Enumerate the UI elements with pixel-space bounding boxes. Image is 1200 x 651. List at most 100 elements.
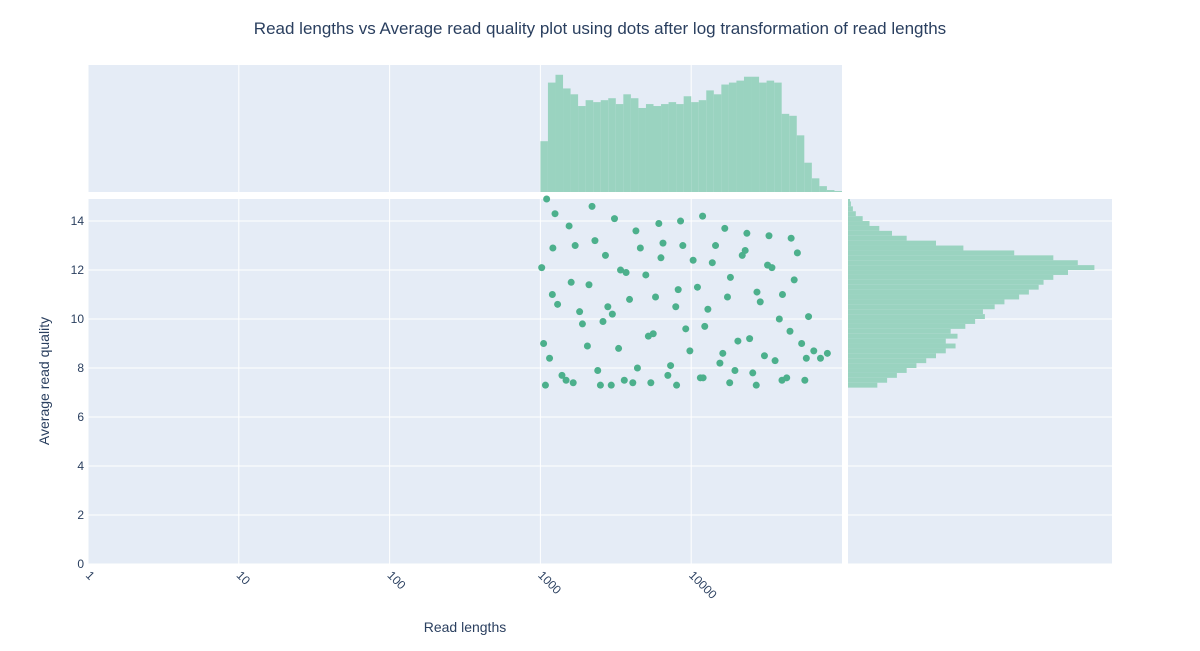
histogram-bar [848, 372, 897, 378]
histogram-bar [848, 353, 936, 359]
histogram-bar [796, 135, 805, 192]
y-tick-label: 12 [71, 263, 85, 277]
histogram-bar [848, 260, 1078, 266]
scatter-point [549, 244, 557, 252]
histogram-bar [578, 106, 586, 192]
scatter-point [548, 291, 556, 299]
histogram-bar [676, 104, 684, 192]
scatter-point [768, 264, 776, 272]
scatter-point [823, 349, 831, 357]
histogram-bar [743, 76, 752, 192]
histogram-bar [691, 102, 699, 192]
scatter-point [743, 229, 751, 237]
histogram-bar [848, 363, 917, 369]
scatter-point [583, 342, 591, 350]
histogram-bar [848, 216, 863, 222]
histogram-bar [713, 94, 722, 192]
histogram-bar [848, 255, 1054, 261]
scatter-point [693, 283, 701, 291]
scatter-point [664, 371, 672, 379]
scatter-point [540, 340, 548, 348]
histogram-bar [848, 230, 892, 236]
x-tick-label: 10000 [686, 568, 720, 602]
scatter-point [673, 381, 681, 389]
histogram-bar [848, 328, 951, 334]
histogram-bar [630, 98, 639, 192]
y-tick-label: 14 [71, 214, 85, 228]
scatter-point [679, 242, 687, 250]
scatter-point [701, 322, 709, 330]
scatter-point [647, 379, 655, 387]
y-tick-label: 4 [77, 459, 84, 473]
scatter-point [723, 293, 731, 301]
histogram-bar [848, 338, 946, 344]
scatter-point [726, 379, 734, 387]
scatter-point [642, 271, 650, 279]
scatter-point [551, 210, 559, 218]
histogram-bar [848, 250, 1015, 256]
scatter-point [726, 273, 734, 281]
histogram-bar [848, 225, 880, 231]
histogram-bar [848, 314, 985, 320]
scatter-point [686, 347, 694, 355]
histogram-bar [623, 94, 631, 192]
x-tick-label: 1 [83, 568, 98, 583]
scatter-point [721, 224, 729, 232]
histogram-bar [848, 240, 936, 246]
histogram-bar [826, 190, 835, 192]
scatter-point [775, 315, 783, 323]
scatter-point [649, 330, 657, 338]
y-tick-label: 6 [77, 410, 84, 424]
histogram-bar [848, 309, 983, 315]
scatter-point [793, 249, 801, 257]
histogram-bar [751, 76, 760, 192]
histogram-bar [848, 358, 927, 364]
scatter-point [719, 349, 727, 357]
x-tick-label: 1000 [535, 568, 564, 597]
scatter-point [594, 366, 602, 374]
histogram-bar [728, 82, 737, 192]
histogram-bar [848, 343, 956, 349]
scatter-point [599, 317, 607, 325]
histogram-bar [804, 162, 812, 192]
histogram-bar [774, 82, 782, 192]
histogram-bar [848, 206, 853, 212]
histogram-bar [848, 284, 1039, 290]
y-tick-label: 2 [77, 508, 84, 522]
histogram-bar [848, 299, 1005, 305]
scatter-point [716, 359, 724, 367]
histogram-bar [585, 100, 594, 192]
histogram-bar [759, 82, 767, 192]
histogram-bar [848, 319, 976, 324]
scatter-point [689, 256, 697, 264]
scatter-point [778, 291, 786, 299]
scatter-point [798, 340, 806, 348]
scatter-point [756, 298, 764, 306]
scatter-point [749, 369, 757, 377]
histogram-bar [848, 348, 946, 354]
scatter-point [604, 303, 612, 311]
scatter-point [578, 320, 586, 328]
scatter-point [636, 244, 644, 252]
scatter-point [753, 288, 761, 296]
scatter-point [786, 327, 794, 335]
histogram-bar [819, 186, 827, 192]
scatter-point [538, 264, 546, 272]
histogram-bar [706, 90, 714, 192]
scatter-point [712, 242, 720, 250]
histogram-bar [848, 274, 1054, 280]
scatter-point [629, 379, 637, 387]
histogram-bar [848, 279, 1044, 285]
histogram-bar [848, 221, 870, 226]
scatter-point [787, 234, 795, 242]
histogram-bar [593, 102, 601, 192]
histogram-bar [848, 377, 888, 383]
scatter-point [617, 266, 625, 274]
histogram-bar [721, 84, 729, 192]
scatter-point [541, 381, 549, 389]
scatter-point [771, 357, 779, 365]
scatter-point [601, 251, 609, 259]
scatter-point [607, 381, 615, 389]
scatter-point [567, 278, 575, 286]
